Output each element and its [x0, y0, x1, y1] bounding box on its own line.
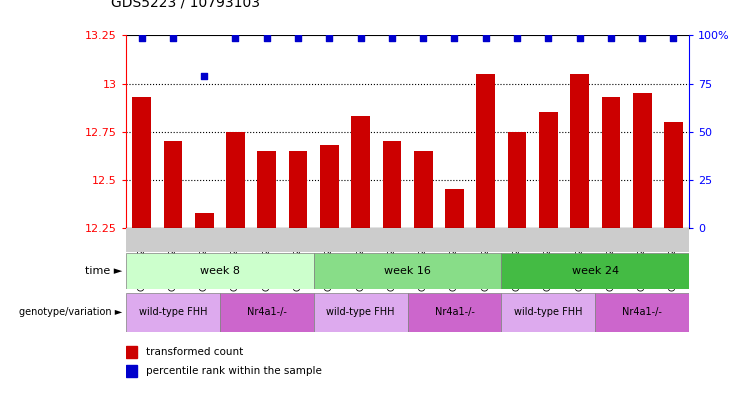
Bar: [502, 253, 689, 289]
Point: [167, 35, 179, 41]
Point: [480, 35, 492, 41]
Bar: [408, 293, 502, 332]
Point: [637, 35, 648, 41]
Bar: [126, 365, 137, 377]
Bar: [595, 293, 689, 332]
Bar: [320, 145, 339, 228]
Point: [136, 35, 147, 41]
Bar: [164, 141, 182, 228]
Point: [605, 35, 617, 41]
Point: [199, 73, 210, 79]
Bar: [539, 112, 558, 228]
Point: [323, 35, 335, 41]
Bar: [445, 189, 464, 228]
Text: genotype/variation ►: genotype/variation ►: [19, 307, 122, 318]
Text: wild-type FHH: wild-type FHH: [139, 307, 207, 318]
Point: [668, 35, 679, 41]
Bar: [313, 253, 502, 289]
Bar: [126, 293, 220, 332]
Bar: [476, 74, 495, 228]
Bar: [571, 74, 589, 228]
Bar: [220, 293, 313, 332]
Text: Nr4a1-/-: Nr4a1-/-: [622, 307, 662, 318]
Text: percentile rank within the sample: percentile rank within the sample: [146, 366, 322, 376]
Point: [230, 35, 242, 41]
Point: [448, 35, 460, 41]
Text: Nr4a1-/-: Nr4a1-/-: [434, 307, 474, 318]
Bar: [257, 151, 276, 228]
Text: transformed count: transformed count: [146, 347, 243, 357]
Bar: [508, 132, 526, 228]
Point: [511, 35, 523, 41]
Text: week 16: week 16: [384, 266, 431, 276]
Bar: [602, 97, 620, 228]
Text: wild-type FHH: wild-type FHH: [326, 307, 395, 318]
Point: [386, 35, 398, 41]
Text: week 8: week 8: [200, 266, 240, 276]
Text: wild-type FHH: wild-type FHH: [514, 307, 582, 318]
Bar: [195, 213, 213, 228]
Bar: [502, 293, 595, 332]
Bar: [126, 253, 313, 289]
Text: time ►: time ►: [85, 266, 122, 276]
Bar: [226, 132, 245, 228]
Point: [292, 35, 304, 41]
Point: [417, 35, 429, 41]
Point: [355, 35, 367, 41]
Text: Nr4a1-/-: Nr4a1-/-: [247, 307, 287, 318]
Bar: [382, 141, 402, 228]
Bar: [664, 122, 683, 228]
Bar: [633, 93, 651, 228]
Text: GDS5223 / 10793103: GDS5223 / 10793103: [111, 0, 260, 10]
Point: [574, 35, 585, 41]
Bar: [413, 151, 433, 228]
Bar: [126, 346, 137, 358]
Bar: [313, 293, 408, 332]
Point: [542, 35, 554, 41]
Point: [261, 35, 273, 41]
Text: week 24: week 24: [572, 266, 619, 276]
Bar: [289, 151, 308, 228]
Bar: [351, 116, 370, 228]
Bar: [132, 97, 151, 228]
